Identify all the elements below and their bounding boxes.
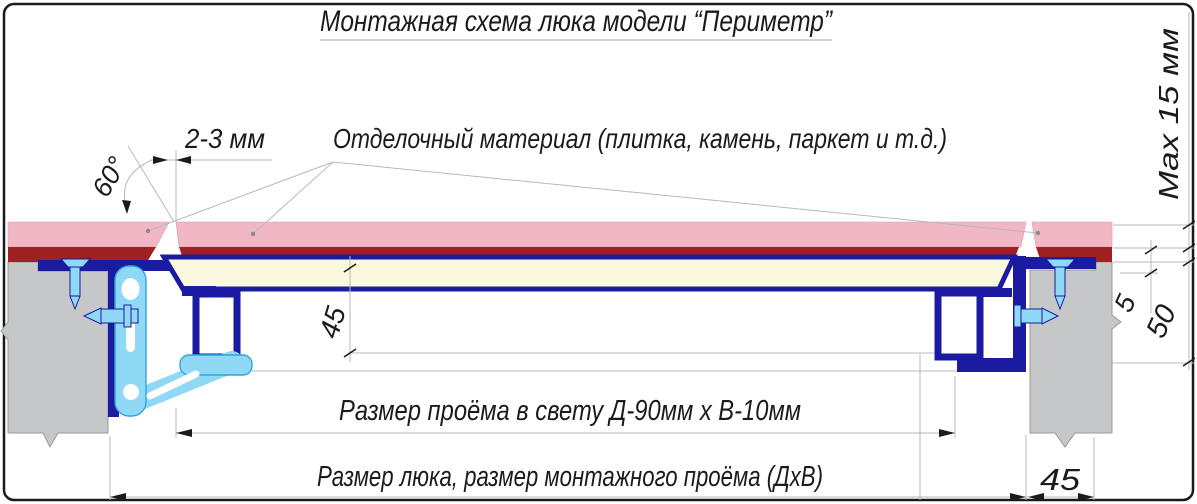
finishing-material-label: Отделочный материал (плитка, камень, пар…: [333, 123, 947, 154]
hinge-hole-bottom: [123, 384, 139, 400]
ledge-depth-label: 5: [1108, 289, 1142, 316]
title-block: Монтажная схема люка модели “Периметр”: [320, 5, 834, 41]
diagram-title: Монтажная схема люка модели “Периметр”: [320, 5, 834, 38]
concrete-slab-right: [1029, 261, 1122, 448]
concrete-slabs: [0, 261, 1122, 449]
finishing-material-callout: Отделочный материал (плитка, камень, пар…: [145, 123, 1041, 237]
finish-tile-lid: [175, 221, 1027, 248]
fasteners: [59, 258, 1077, 328]
right-frame-bottom-bar: [957, 358, 1026, 372]
concrete-slab-left: [0, 261, 109, 449]
tile-gap-label: 2-3 мм: [184, 123, 265, 154]
total-depth-label: 50: [1140, 300, 1183, 343]
extension-lines: [109, 150, 1194, 500]
left-frame-web: [108, 271, 119, 417]
screw-left-vertical: [59, 258, 92, 311]
frame-width-label: 45: [1040, 462, 1081, 497]
clear-opening-label: Размер проёма в свету Д-90мм х В-10мм: [339, 395, 801, 427]
bevel-angle-label: 60°: [86, 151, 132, 202]
hinge-hole-top: [121, 278, 140, 300]
finish-tile-left: [7, 221, 170, 248]
finish-tile-right: [1031, 221, 1113, 248]
lid-panel: [159, 254, 1018, 292]
frame-height-label: 45: [313, 302, 352, 341]
max-finish-thickness-label: Max 15 мм: [1153, 28, 1184, 200]
dimension-clear-opening: Размер проёма в свету Д-90мм х В-10мм: [176, 395, 955, 437]
dimension-right-side: Max 15 мм 50 5: [1108, 12, 1196, 370]
dimension-hatch-size: Размер люка, размер монтажного проёма (Д…: [110, 461, 1094, 501]
left-frame-flange: [38, 260, 174, 271]
hatch-size-label: Размер люка, размер монтажного проёма (Д…: [317, 461, 823, 493]
screw-right-vertical: [1044, 258, 1077, 311]
screw-right-horizontal: [1013, 304, 1060, 328]
hatch-lid: [159, 254, 1018, 361]
dimension-bevel-angle: 60°: [86, 145, 175, 223]
hinge-under-tube-bar: [179, 354, 253, 376]
dimension-tile-gap: 2-3 мм: [150, 123, 272, 164]
lid-left-tube: [192, 290, 241, 361]
adhesive-left: [8, 247, 156, 262]
hinge-profile: [114, 265, 253, 417]
screw-left-horizontal: [82, 304, 139, 328]
hinge-arm-slot: [146, 370, 200, 400]
lid-right-tube: [934, 289, 984, 361]
